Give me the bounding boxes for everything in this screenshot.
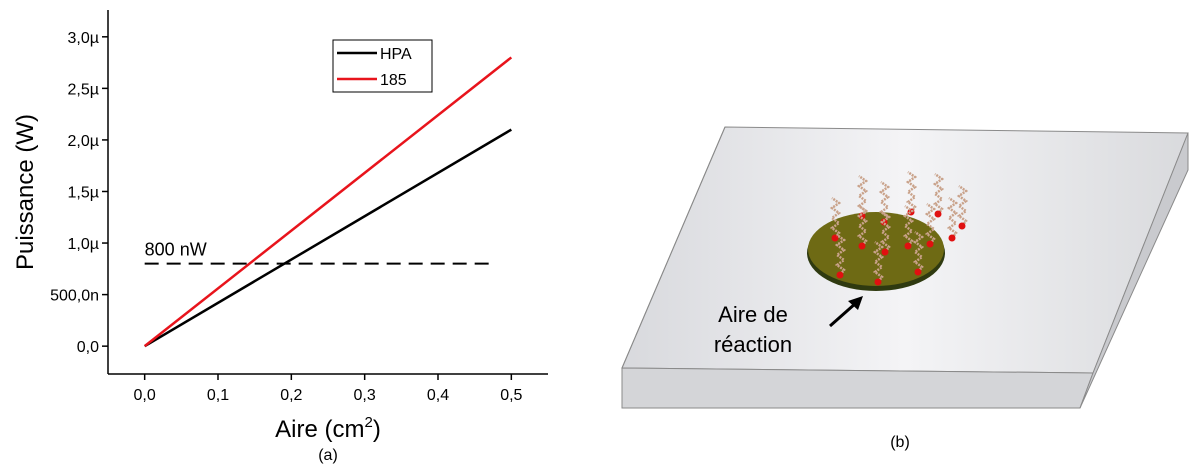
strand-tip xyxy=(831,234,839,242)
y-tick-label: 0,0 xyxy=(77,339,99,356)
strand xyxy=(856,204,869,247)
x-axis-title-sup: 2 xyxy=(365,414,373,431)
strand xyxy=(924,202,937,245)
y-tick-label: 3,0µ xyxy=(68,30,99,47)
strand-tip xyxy=(874,278,882,286)
strand xyxy=(902,204,915,247)
y-tick-label: 1,5µ xyxy=(68,184,99,201)
strand-tip xyxy=(904,242,912,250)
x-tick-label: 0,0 xyxy=(134,387,156,404)
x-tick-label: 0,3 xyxy=(354,387,376,404)
illustration: Aire de réaction (b) xyxy=(621,126,1189,451)
slab-front xyxy=(621,367,1094,409)
arrow-head xyxy=(848,296,863,310)
strand-tip xyxy=(881,248,889,256)
strand xyxy=(829,196,842,239)
strand xyxy=(872,240,885,283)
strand xyxy=(932,172,945,215)
x-tick-label: 0,5 xyxy=(500,387,522,404)
legend-box xyxy=(332,39,433,93)
caption: (b) xyxy=(890,434,910,451)
caption: (a) xyxy=(318,447,338,464)
strand xyxy=(834,233,847,276)
strand-tip xyxy=(836,271,844,279)
y-tick-label: 2,0µ xyxy=(68,133,99,150)
strand-tip xyxy=(934,210,942,218)
y-tick-label: 2,5µ xyxy=(68,81,99,98)
arrow-shaft xyxy=(829,301,857,328)
strands xyxy=(829,170,969,286)
legend-label: 185 xyxy=(380,72,407,89)
strand xyxy=(946,196,959,239)
y-tick-label: 1,0µ xyxy=(68,236,99,253)
strand xyxy=(956,184,969,227)
x-tick-label: 0,4 xyxy=(427,387,449,404)
strand-tip xyxy=(914,268,922,276)
x-tick-label: 0,2 xyxy=(280,387,302,404)
strand-tip xyxy=(948,234,956,242)
x-axis-title-part: ) xyxy=(373,416,381,443)
x-axis-title-part: Aire (cm xyxy=(275,416,364,443)
series-line xyxy=(143,56,513,348)
strand xyxy=(912,230,925,273)
chart: 0,0 500,0n 1,0µ 1,5µ 2,0µ 2,5µ 3,0µ 0,0 0,1 0,2 0,… xyxy=(12,10,548,464)
area-label: Aire de xyxy=(718,302,788,327)
reference-label: 800 nW xyxy=(145,240,207,260)
series-line xyxy=(144,128,512,348)
x-tick-label: 0,1 xyxy=(207,387,229,404)
strand-tip xyxy=(858,242,866,250)
legend-label: HPA xyxy=(380,46,412,63)
slab-edge xyxy=(621,126,726,369)
y-tick-label: 500,0n xyxy=(50,288,99,305)
slab-side xyxy=(1079,132,1189,409)
strand-tip xyxy=(958,222,966,230)
strand xyxy=(905,170,918,213)
area-label: réaction xyxy=(714,332,792,357)
strand xyxy=(879,210,892,253)
y-axis-title: Puissance (W) xyxy=(12,114,39,270)
reaction-area xyxy=(808,212,944,286)
strand-tip xyxy=(926,240,934,248)
x-axis-title: Aire (cm2) xyxy=(275,414,381,443)
